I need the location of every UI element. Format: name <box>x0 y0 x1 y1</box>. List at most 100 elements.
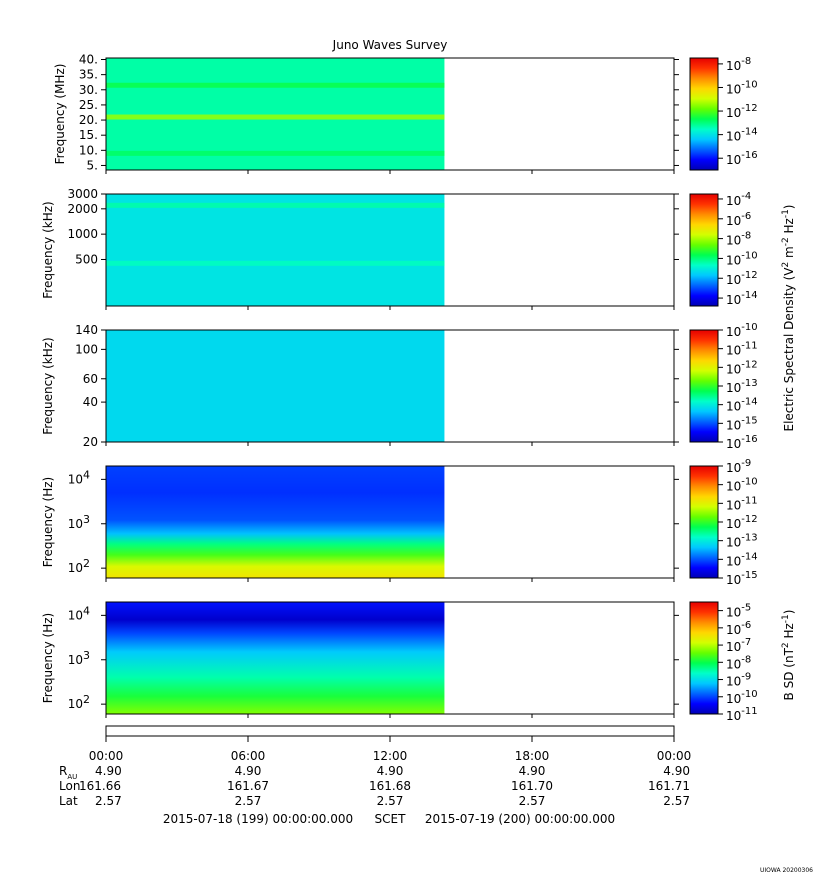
date-end: 2015-07-19 (200) 00:00:00.000 <box>425 812 615 826</box>
colorbar-tick-label-4-1: 10-9 <box>726 458 751 475</box>
y-tick-label-3-4: 40 <box>83 395 98 409</box>
colorbar-tick-label-4-6: 10-14 <box>726 551 758 568</box>
spectrogram-data-3 <box>106 330 445 442</box>
colorbar-5 <box>689 601 719 715</box>
colorbar-2 <box>689 193 719 307</box>
ephemeris-value-2-4: 161.70 <box>511 779 553 793</box>
y-tick-label-2-4: 500 <box>75 252 98 266</box>
colorbar-tick-label-2-3: 10-8 <box>726 231 751 248</box>
colorbar-tick-label-2-4: 10-10 <box>726 250 758 267</box>
colorbar-side-labels: Electric Spectral Density (V2 m-2 Hz-1) B… <box>781 204 796 700</box>
emission-band-1-3 <box>106 150 445 156</box>
y-tick-label-4-3: 102 <box>68 557 90 575</box>
y-axis-label-2: Frequency (kHz) <box>41 201 55 298</box>
ephemeris-value-3-4: 2.57 <box>519 794 546 808</box>
spectrogram-panel-1: 40.35.30.25.20.15.10.5. Frequency (MHz) 10… <box>53 53 758 174</box>
ephemeris-value-1-2: 4.90 <box>235 764 262 778</box>
spectrogram-data-5 <box>106 602 445 714</box>
y-tick-label-2-1: 3000 <box>67 187 98 201</box>
colorbar-tick-label-4-5: 10-13 <box>726 533 758 550</box>
y-tick-label-3-1: 140 <box>75 323 98 337</box>
colorbar-tick-label-3-4: 10-13 <box>726 378 758 395</box>
ephemeris-label-3: Lat <box>59 794 78 808</box>
ephemeris-value-3-3: 2.57 <box>377 794 404 808</box>
colorbar-tick-label-2-2: 10-6 <box>726 211 751 228</box>
colorbar-tick-label-2-6: 10-14 <box>726 290 758 307</box>
ephemeris-value-1-1: 4.90 <box>95 764 122 778</box>
colorbar-tick-label-1-4: 10-14 <box>726 127 758 144</box>
time-tick-label-1: 00:00 <box>89 749 124 763</box>
spectrogram-data-4 <box>106 466 445 578</box>
y-tick-label-1-1: 40. <box>79 53 98 67</box>
y-tick-label-3-2: 100 <box>75 342 98 356</box>
colorbar-1 <box>689 57 719 171</box>
ephemeris-value-1-4: 4.90 <box>519 764 546 778</box>
y-tick-label-1-3: 30. <box>79 83 98 97</box>
y-tick-label-1-7: 10. <box>79 143 98 157</box>
y-tick-label-1-2: 35. <box>79 68 98 82</box>
ephemeris-value-2-3: 161.68 <box>369 779 411 793</box>
credit-label: UIOWA 20200306 <box>760 867 813 874</box>
y-tick-label-1-6: 15. <box>79 128 98 142</box>
emission-band-2-1 <box>106 260 445 266</box>
colorbar-tick-label-1-5: 10-16 <box>726 150 758 167</box>
emission-band-1-1 <box>106 114 445 120</box>
ephemeris-value-1-3: 4.90 <box>377 764 404 778</box>
colorbar-tick-label-5-6: 10-10 <box>726 689 758 706</box>
y-tick-label-5-2: 103 <box>68 649 90 667</box>
colorbar-tick-label-1-3: 10-12 <box>726 103 758 120</box>
y-axis-label-1: Frequency (MHz) <box>53 64 67 165</box>
colorbar-tick-label-4-4: 10-12 <box>726 514 758 531</box>
colorbar-tick-label-3-2: 10-11 <box>726 341 758 358</box>
colorbar-tick-label-3-7: 10-16 <box>726 434 758 451</box>
time-tick-label-5: 00:00 <box>657 749 692 763</box>
ephemeris-value-3-5: 2.57 <box>663 794 690 808</box>
y-tick-label-5-3: 102 <box>68 693 90 711</box>
y-tick-label-1-4: 25. <box>79 98 98 112</box>
colorbar-4 <box>689 465 719 579</box>
colorbar-tick-label-3-5: 10-14 <box>726 397 758 414</box>
scet-label: SCET <box>375 812 407 826</box>
spectrogram-data-2 <box>106 194 445 306</box>
y-tick-label-3-5: 20 <box>83 435 98 449</box>
colorbar-tick-label-1-1: 10-8 <box>726 56 751 73</box>
ephemeris-value-2-1: 161.66 <box>79 779 121 793</box>
y-tick-label-4-1: 104 <box>68 468 90 486</box>
colorbar-tick-label-4-7: 10-15 <box>726 570 758 587</box>
colorbar-tick-label-5-4: 10-8 <box>726 654 751 671</box>
colorbar-tick-label-2-5: 10-12 <box>726 270 758 287</box>
colorbar-3 <box>689 329 719 443</box>
emission-band-1-2 <box>106 82 445 88</box>
ephemeris-value-1-5: 4.90 <box>663 764 690 778</box>
y-tick-label-2-2: 2000 <box>67 202 98 216</box>
colorbar-tick-label-1-2: 10-10 <box>726 79 758 96</box>
ephemeris-value-3-2: 2.57 <box>235 794 262 808</box>
date-start: 2015-07-18 (199) 00:00:00.000 <box>163 812 353 826</box>
colorbar-tick-label-3-1: 10-10 <box>726 322 758 339</box>
colorbar-tick-label-5-3: 10-7 <box>726 637 751 654</box>
y-axis-label-5: Frequency (Hz) <box>41 613 55 704</box>
ephemeris-value-2-5: 161.71 <box>648 779 690 793</box>
y-tick-label-4-2: 103 <box>68 513 90 531</box>
y-axis-label-3: Frequency (kHz) <box>41 337 55 434</box>
colorbar-tick-label-5-5: 10-9 <box>726 672 751 689</box>
colorbar-tick-label-5-1: 10-5 <box>726 603 751 620</box>
time-tick-label-4: 18:00 <box>515 749 550 763</box>
y-tick-label-5-1: 104 <box>68 604 90 622</box>
time-strip <box>105 725 675 737</box>
y-tick-label-1-8: 5. <box>87 158 98 172</box>
y-tick-label-1-5: 20. <box>79 113 98 127</box>
ephemeris-label-2: Lon <box>59 779 80 793</box>
y-axis-label-4: Frequency (Hz) <box>41 477 55 568</box>
chart-title: Juno Waves Survey <box>332 38 448 52</box>
spectrogram-panels: 40.35.30.25.20.15.10.5. Frequency (MHz) 10… <box>41 53 758 723</box>
colorbar-tick-label-3-3: 10-12 <box>726 359 758 376</box>
time-tick-label-2: 06:00 <box>231 749 266 763</box>
colorbar-tick-label-3-6: 10-15 <box>726 415 758 432</box>
